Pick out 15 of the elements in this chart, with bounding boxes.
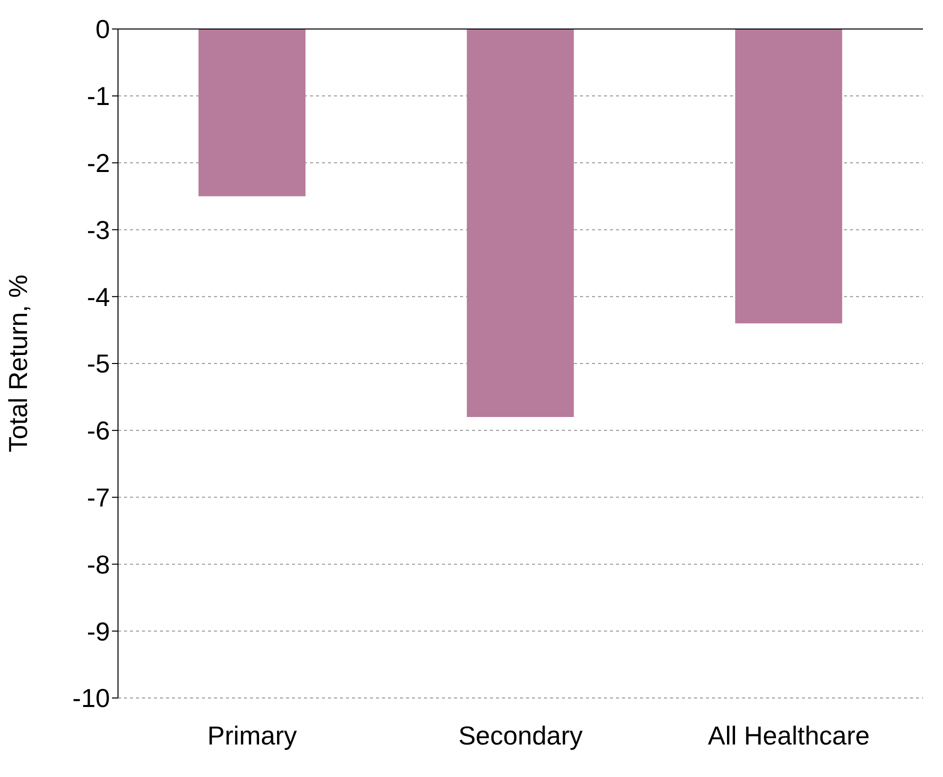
x-tick-label: Primary — [207, 720, 297, 750]
y-tick-label: -2 — [86, 148, 110, 178]
y-tick-label: -9 — [86, 616, 110, 646]
x-tick-label: Secondary — [458, 720, 583, 750]
y-tick-label: -8 — [86, 549, 110, 580]
y-tick-label: -1 — [86, 81, 110, 112]
y-tick-label: -4 — [86, 282, 110, 312]
y-tick-label: -6 — [86, 416, 110, 446]
y-tick-label: -5 — [86, 348, 110, 379]
y-tick-label: 0 — [96, 14, 110, 44]
y-axis-title: Total Return, % — [3, 274, 34, 452]
y-tick-label: -7 — [86, 482, 110, 513]
y-tick-label: -10 — [72, 683, 110, 714]
y-tick-label: -3 — [86, 214, 110, 245]
x-tick-label: All Healthcare — [708, 720, 870, 750]
